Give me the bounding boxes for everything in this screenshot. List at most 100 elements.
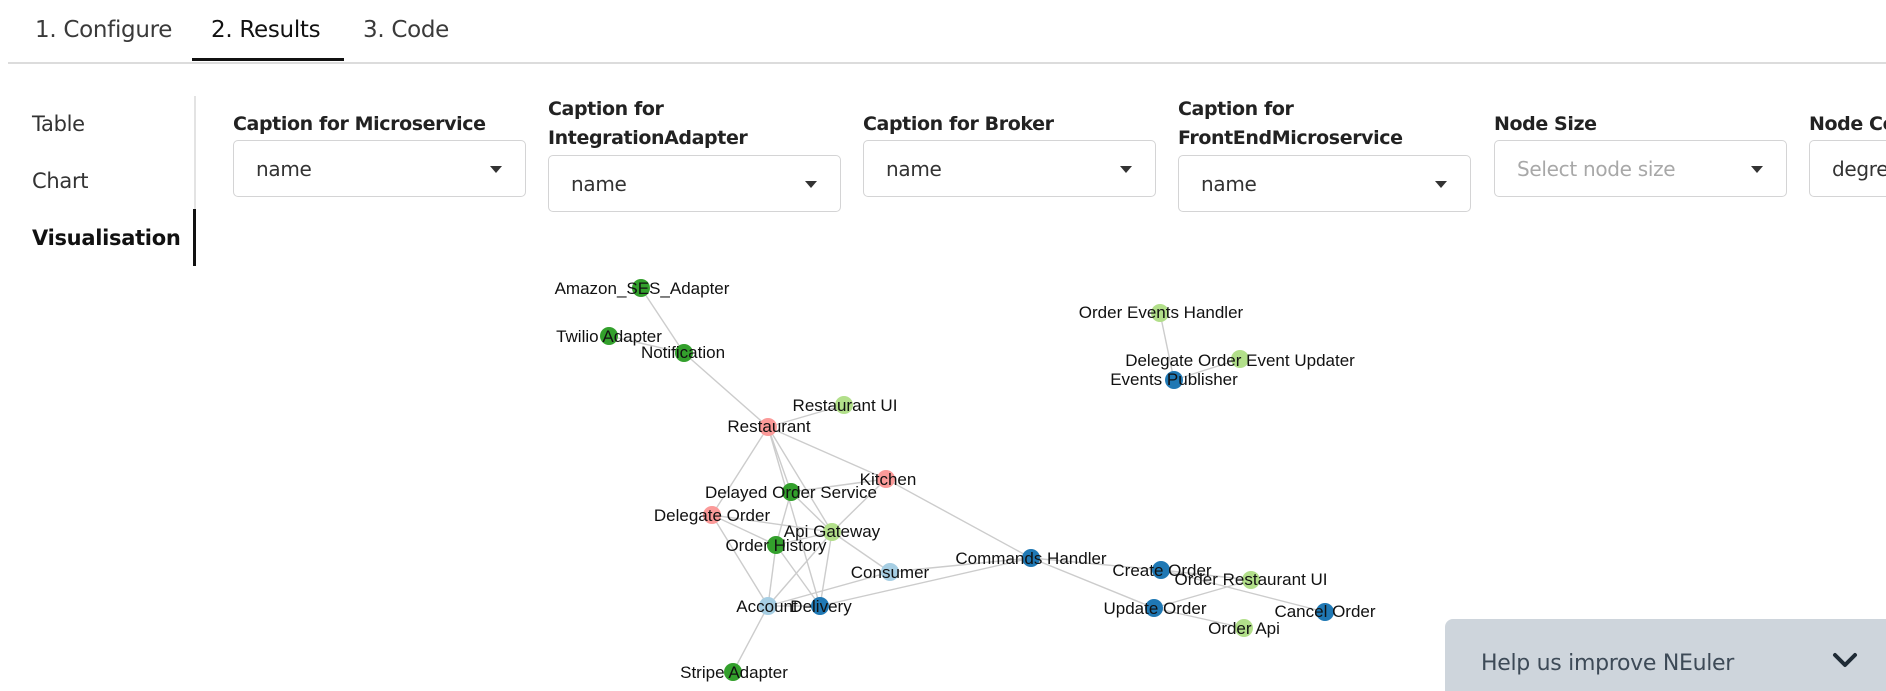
graph-edge-api_gateway-consumer [831, 531, 891, 573]
graph-node-order_api[interactable] [1235, 619, 1253, 637]
graph-edge-create_order-cancel_order [1160, 569, 1326, 613]
graph-edge-consumer-account [767, 571, 891, 607]
caption-integration-adapter-value: name [571, 172, 627, 196]
graph-node-delivery[interactable] [811, 597, 829, 615]
graph-node-label: Restaurant UI [793, 396, 898, 415]
nav-item-table[interactable]: Table [32, 112, 85, 136]
graph-node-api_gateway[interactable] [823, 523, 841, 541]
graph-node-kitchen[interactable] [877, 470, 895, 488]
nav-item-chart[interactable]: Chart [32, 169, 89, 193]
caption-microservice-label: Caption for Microservice [233, 113, 486, 135]
graph-edge-order_history-account [767, 544, 777, 607]
graph-node-label: Commands Handler [955, 549, 1107, 568]
tab-results[interactable]: 2. Results [211, 17, 321, 43]
graph-edge-notification-restaurant [683, 352, 769, 428]
node-size-field: Node Size [1494, 110, 1597, 139]
graph-node-label: Stripe Adapter [680, 663, 788, 682]
graph-edge-restaurant-delegate_order [711, 426, 769, 516]
graph-node-label: Kitchen [860, 470, 917, 489]
graph-node-label: Amazon_SES_Adapter [555, 279, 730, 298]
graph-node-label: Update Order [1104, 599, 1207, 618]
tab-code[interactable]: 3. Code [363, 17, 450, 43]
caret-down-icon [805, 181, 817, 188]
graph-edge-delegate_order-order_history [711, 514, 777, 546]
graph-node-twilio[interactable] [600, 327, 618, 345]
graph-edge-restaurant-kitchen [767, 426, 887, 480]
graph-edge-delegate_order-account [711, 514, 769, 607]
graph-node-label: Delegate Order Event Updater [1125, 351, 1355, 370]
nav-divider [194, 96, 196, 209]
caption-broker-value: name [886, 157, 942, 181]
graph-node-create_order[interactable] [1152, 561, 1170, 579]
graph-node-delegate_order[interactable] [703, 506, 721, 524]
graph-nodes [600, 279, 1334, 681]
graph-node-order_rest_ui[interactable] [1242, 571, 1260, 589]
graph-node-stripe[interactable] [724, 663, 742, 681]
graph-node-label: Restaurant [727, 417, 810, 436]
caption-frontend-label-line1: Caption for [1178, 98, 1294, 120]
nav-active-indicator [193, 209, 196, 266]
graph-node-label: Notification [641, 343, 725, 362]
graph-node-order_events[interactable] [1151, 304, 1169, 322]
graph-edge-kitchen-commands [885, 478, 1032, 559]
graph-edge-order_events-events_pub [1159, 312, 1175, 381]
caption-broker-field: Caption for Broker [863, 110, 1054, 139]
caret-down-icon [1120, 166, 1132, 173]
caption-frontend-select[interactable]: name [1178, 155, 1471, 212]
node-color-value: degre [1832, 157, 1886, 181]
node-color-select[interactable]: degre [1809, 140, 1886, 197]
caption-frontend-field: Caption for FrontEndMicroservice [1178, 95, 1403, 153]
node-color-field: Node Co [1809, 110, 1886, 139]
node-size-select[interactable]: Select node size [1494, 140, 1787, 197]
caption-microservice-select[interactable]: name [233, 140, 526, 197]
graph-edge-commands-create_order [1030, 557, 1162, 571]
graph-node-commands[interactable] [1022, 549, 1040, 567]
graph-edge-delegate_order-api_gateway [711, 514, 833, 533]
graph-node-delegate_event[interactable] [1231, 350, 1249, 368]
caption-integration-adapter-label-line2: IntegrationAdapter [548, 127, 748, 149]
graph-edge-consumer-commands [889, 557, 1032, 573]
graph-node-consumer[interactable] [881, 563, 899, 581]
graph-edge-api_gateway-delivery [819, 531, 833, 607]
feedback-panel[interactable]: Help us improve NEuler [1445, 619, 1886, 691]
caption-integration-adapter-select[interactable]: name [548, 155, 841, 212]
graph-edge-kitchen-api_gateway [831, 478, 887, 533]
graph-node-cancel_order[interactable] [1316, 603, 1334, 621]
feedback-title: Help us improve NEuler [1481, 651, 1735, 676]
graph-edge-delegate_event-events_pub [1173, 358, 1241, 381]
caption-frontend-value: name [1201, 172, 1257, 196]
caret-down-icon [490, 166, 502, 173]
graph-node-label: Order Events Handler [1079, 303, 1244, 322]
graph-node-label: Delegate Order [654, 506, 771, 525]
caption-integration-adapter-field: Caption for IntegrationAdapter [548, 95, 748, 153]
graph-edge-kitchen-delayed [790, 478, 887, 493]
graph-node-label: Consumer [851, 563, 930, 582]
results-tab-bar: 1. Configure 2. Results 3. Code [8, 0, 1886, 64]
nav-item-visualisation[interactable]: Visualisation [32, 226, 181, 250]
graph-node-label: Delivery [790, 597, 852, 616]
graph-node-label: Twilio Adapter [556, 327, 662, 346]
graph-node-restaurant_ui[interactable] [835, 396, 853, 414]
graph-node-amazon[interactable] [632, 279, 650, 297]
graph-node-label: Order Api [1208, 619, 1280, 638]
tab-configure[interactable]: 1. Configure [35, 17, 173, 43]
graph-node-update_order[interactable] [1145, 599, 1163, 617]
caption-broker-select[interactable]: name [863, 140, 1156, 197]
graph-edge-restaurant-api_gateway [767, 426, 833, 533]
chevron-down-icon[interactable] [1832, 652, 1858, 670]
graph-node-restaurant[interactable] [759, 418, 777, 436]
graph-node-delayed[interactable] [782, 483, 800, 501]
graph-edge-account-stripe [732, 605, 769, 673]
graph-edge-api_gateway-order_history [775, 531, 833, 546]
result-view-nav: Table Chart Visualisation [0, 96, 198, 266]
graph-edge-delayed-api_gateway [790, 491, 833, 533]
caption-integration-adapter-label-line1: Caption for [548, 98, 664, 120]
caption-frontend-label-line2: FrontEndMicroservice [1178, 127, 1403, 149]
graph-node-notification[interactable] [675, 344, 693, 362]
graph-node-events_pub[interactable] [1165, 371, 1183, 389]
graph-edge-delayed-order_history [775, 491, 792, 546]
graph-node-order_history[interactable] [767, 536, 785, 554]
graph-node-label: Cancel Order [1274, 602, 1375, 621]
graph-node-account[interactable] [759, 597, 777, 615]
